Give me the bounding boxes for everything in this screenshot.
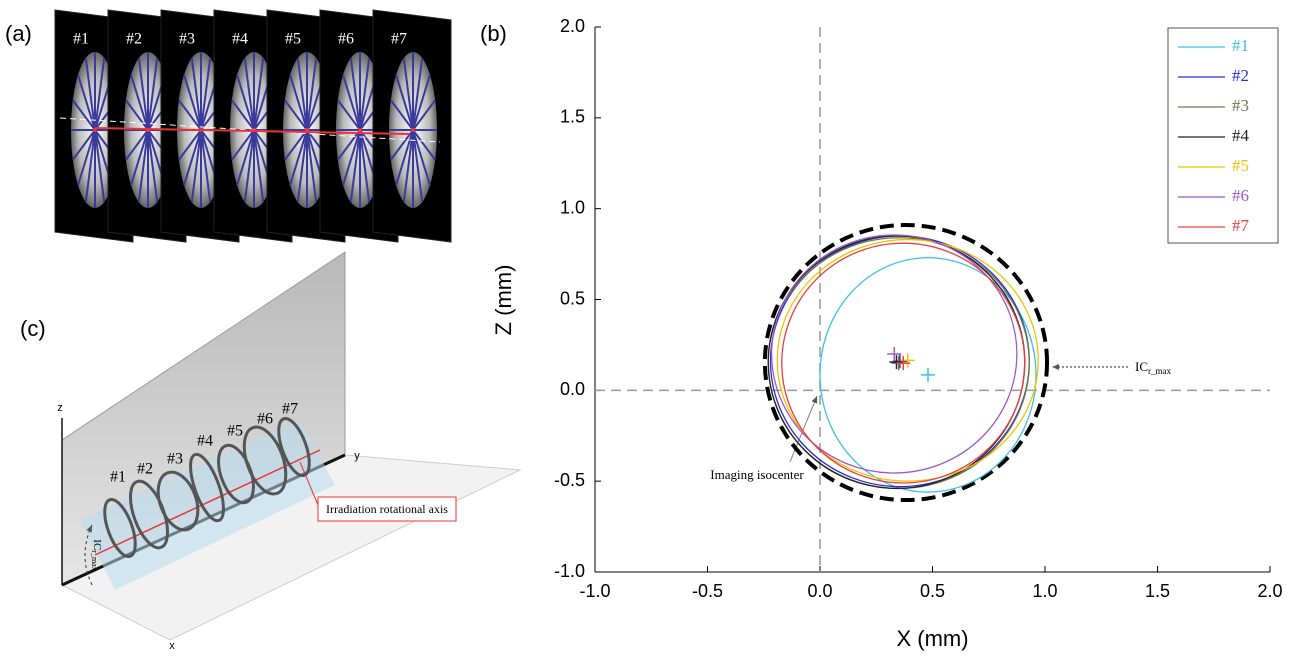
- y-tick-label: 0.5: [560, 288, 585, 308]
- ring-label: #6: [257, 411, 273, 428]
- legend-label: #7: [1232, 216, 1250, 235]
- legend-label: #3: [1232, 96, 1249, 115]
- annotation: ICr_max: [1135, 359, 1171, 376]
- y-axis-title: Z (mm): [491, 265, 516, 336]
- arc-label-sub: r_max: [90, 550, 99, 570]
- legend-label: #6: [1232, 186, 1249, 205]
- frame-label: #6: [338, 31, 354, 48]
- x-tick-label: 0.5: [920, 581, 945, 601]
- x-tick-label: 1.0: [1032, 581, 1057, 601]
- panel-label: (b): [480, 21, 507, 46]
- ring-label: #3: [167, 451, 183, 468]
- axis-label: z: [57, 402, 63, 414]
- frame-label: #4: [232, 31, 248, 48]
- figure: (a) (b) (c) #1 #2 #3 #4 #5 #6 #7 z y x #1 #2 #3 #4 #5…: [0, 0, 1296, 660]
- annotation-arrow: [790, 396, 817, 462]
- legend-label: #4: [1232, 126, 1250, 145]
- ring-label: #2: [137, 461, 153, 478]
- y-tick-label: 0.0: [560, 379, 585, 399]
- frame-label: #3: [179, 31, 195, 48]
- frame-label: #2: [126, 31, 142, 48]
- x-tick-label: -1.0: [579, 581, 610, 601]
- panel-c: [62, 252, 520, 640]
- x-tick-label: 0.0: [807, 581, 832, 601]
- center-dot: [358, 128, 362, 132]
- frame-label: #7: [391, 31, 407, 48]
- callout-text: Irradiation rotational axis: [326, 502, 448, 516]
- y-tick-label: -1.0: [554, 561, 585, 581]
- panel-b: -1.0 -0.5 0.0 0.5 1.0 1.5 2.0 -1.0 -0.5 0.0 0.5 1.0…: [491, 16, 1283, 651]
- legend-label: #2: [1232, 66, 1249, 85]
- center-marker: [921, 368, 935, 382]
- center-marker: [890, 355, 904, 369]
- ring-label: #5: [227, 423, 243, 440]
- ring-label: #1: [110, 469, 126, 486]
- panel-a: #1 #2 #3 #4 #5 #6 #7: [55, 10, 451, 242]
- center-dot: [411, 128, 415, 132]
- annotation-main: IC: [1135, 359, 1148, 374]
- y-tick-label: -0.5: [554, 470, 585, 490]
- panel-label: (a): [5, 21, 32, 46]
- y-tick-label: 2.0: [560, 16, 585, 36]
- legend-box: [1168, 28, 1278, 243]
- axis-label: x: [169, 640, 175, 652]
- annotation: Imaging isocenter: [710, 467, 804, 482]
- x-axis-title: X (mm): [896, 626, 968, 651]
- frame-label: #1: [73, 31, 89, 48]
- x-tick-label: 2.0: [1257, 581, 1282, 601]
- y-tick-label: 1.0: [560, 197, 585, 217]
- annotation-sub: r_max: [1148, 366, 1171, 376]
- ring-label: #4: [197, 433, 213, 450]
- arc-label-main: IC: [91, 539, 103, 550]
- axis-label: y: [354, 450, 360, 462]
- ring-label: #7: [282, 401, 298, 418]
- x-tick-label: 1.5: [1145, 581, 1170, 601]
- legend-label: #1: [1232, 36, 1249, 55]
- legend-label: #5: [1232, 156, 1249, 175]
- panel-label: (c): [20, 316, 46, 341]
- frame-label: #5: [285, 31, 301, 48]
- x-tick-label: -0.5: [692, 581, 723, 601]
- y-tick-label: 1.5: [560, 107, 585, 127]
